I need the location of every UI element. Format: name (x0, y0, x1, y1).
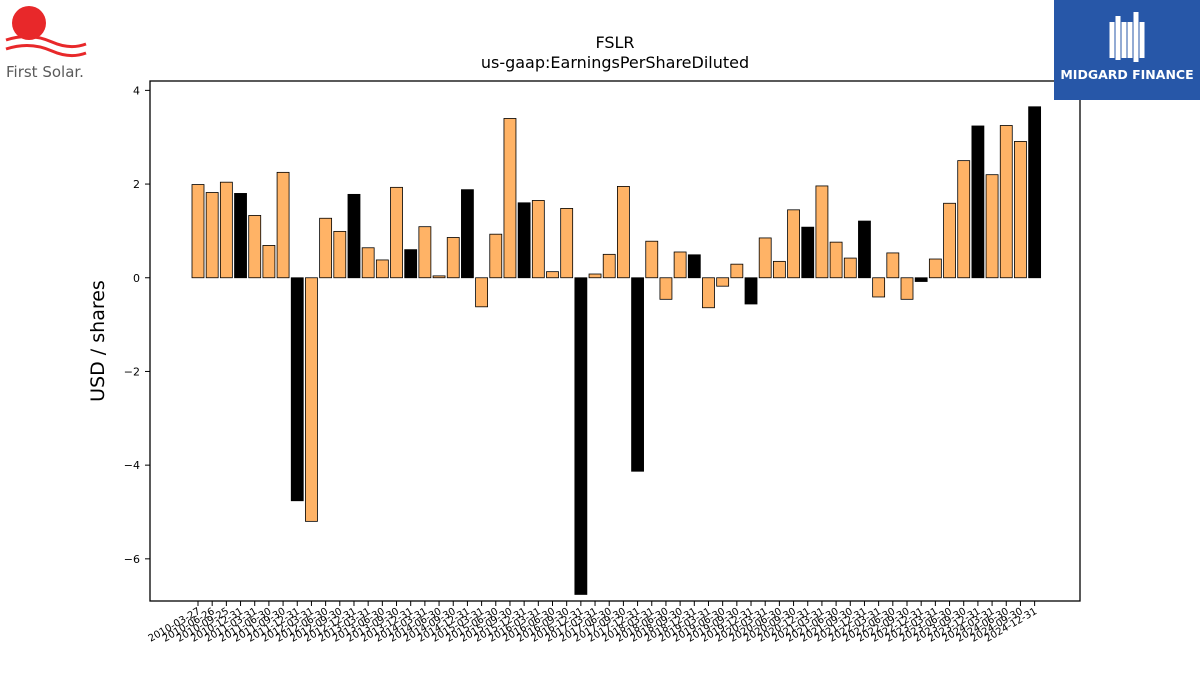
bar-2012-09-30 (333, 230, 347, 279)
chart-title: FSLR (595, 33, 634, 52)
bar-2010-09-25 (219, 181, 233, 279)
bar-2019-12-31 (744, 277, 758, 305)
bar-2016-12-31 (574, 277, 588, 595)
bar-2024-03-31 (985, 174, 999, 279)
y-tick-label: 4 (133, 84, 140, 97)
bar-2016-03-31 (531, 200, 545, 279)
bar-2011-06-30 (262, 245, 276, 279)
first-solar-wordmark: First Solar. (6, 63, 84, 81)
bar-2024-06-30 (999, 125, 1013, 279)
bar-2019-06-30 (716, 277, 730, 287)
bar-2021-09-30 (843, 257, 857, 279)
bar-2016-09-30 (560, 208, 574, 279)
first-solar-logo: First Solar. (0, 0, 100, 85)
bar-2021-03-31 (815, 185, 829, 279)
midgard-emblem-icon (1109, 12, 1145, 62)
bar-2017-06-30 (602, 253, 616, 279)
bar-2012-06-30 (319, 217, 333, 279)
bar-2022-06-30 (886, 252, 900, 279)
bar-2013-12-31 (404, 249, 418, 279)
chart-subtitle: us-gaap:EarningsPerShareDiluted (481, 53, 749, 72)
bar-2014-09-30 (446, 237, 460, 279)
bar-2023-03-31 (928, 258, 942, 279)
bar-2012-03-31 (305, 277, 318, 522)
bar-2015-12-31 (517, 202, 531, 279)
y-tick-label: 0 (133, 272, 140, 285)
y-tick-label: −2 (124, 365, 140, 378)
bar-2023-09-30 (957, 160, 971, 279)
bar-2024-09-30 (1014, 141, 1027, 279)
bar-2011-12-31 (290, 277, 304, 502)
bar-2012-12-31 (347, 193, 361, 279)
bar-2022-09-30 (900, 277, 914, 300)
bar-2021-06-30 (829, 241, 843, 279)
bar-2023-12-31 (971, 125, 985, 279)
y-tick-label: −4 (124, 459, 140, 472)
bar-2020-12-31 (801, 226, 815, 279)
first-solar-sun-icon (5, 6, 87, 58)
bar-2013-06-30 (375, 259, 389, 279)
midgard-wordmark: MIDGARD FINANCE (1060, 67, 1194, 82)
plot-frame (149, 80, 1081, 602)
bar-2011-09-30 (276, 171, 290, 279)
bar-2016-06-30 (546, 271, 559, 279)
bar-2024-12-31 (1028, 106, 1042, 279)
bar-2010-06-26 (205, 192, 219, 279)
bar-2018-09-30 (673, 251, 687, 279)
bar-2023-06-30 (943, 202, 956, 279)
bar-2014-12-31 (461, 189, 474, 279)
bar-2017-03-31 (588, 273, 602, 279)
bar-2011-03-31 (248, 215, 262, 279)
bar-2018-06-30 (659, 277, 673, 300)
bar-2019-03-31 (702, 277, 715, 309)
y-tick-label: 2 (133, 178, 140, 191)
y-tick-label: −6 (124, 553, 140, 566)
bar-2014-03-31 (418, 226, 432, 279)
midgard-finance-logo: MIDGARD FINANCE (1054, 0, 1200, 100)
bar-2018-12-31 (687, 254, 701, 279)
bar-2015-06-30 (489, 233, 503, 279)
bar-2010-12-31 (234, 193, 247, 279)
bar-2015-09-30 (503, 118, 517, 279)
bar-2013-03-31 (361, 247, 375, 279)
y-axis-label: USD / shares (87, 280, 109, 402)
bar-2019-09-30 (730, 263, 744, 279)
bar-2015-03-31 (475, 277, 489, 308)
x-axis-ticks: 2010-03-272010-06-262010-09-252010-12-31… (147, 601, 1039, 645)
bar-2010-03-27 (191, 184, 205, 279)
bar-2020-09-30 (787, 209, 800, 279)
bar-2018-03-31 (645, 240, 659, 279)
bar-2021-12-31 (858, 220, 871, 279)
bar-2020-03-31 (758, 237, 772, 279)
bar-2020-06-30 (772, 260, 786, 279)
bar-2017-09-30 (617, 186, 630, 279)
bar-2014-06-30 (432, 275, 446, 279)
bar-2022-03-31 (872, 277, 886, 298)
bar-2017-12-31 (631, 277, 644, 472)
y-axis-ticks: −6 −4 −2 0 2 4 (124, 84, 150, 566)
bar-2022-12-31 (914, 277, 928, 282)
bar-2013-09-30 (390, 186, 403, 279)
bars-group (191, 106, 1042, 595)
